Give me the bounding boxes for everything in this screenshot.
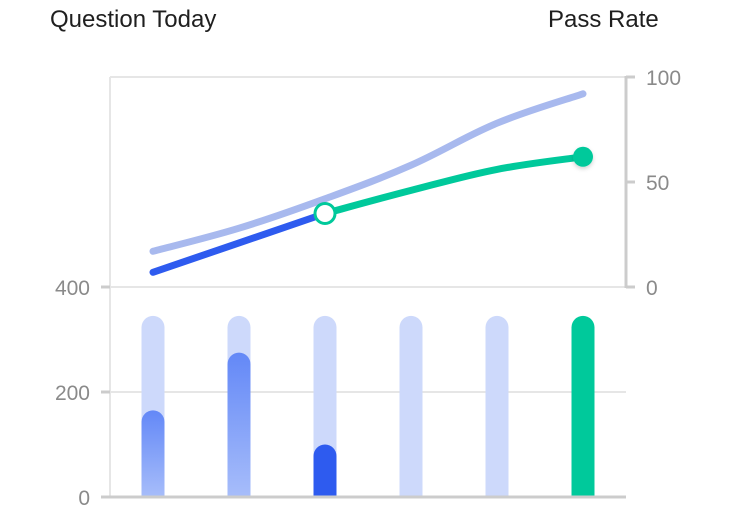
bar-track [485,315,509,497]
bar [141,410,165,497]
series-line-dark [149,210,329,276]
left-tick-label: 0 [78,487,90,510]
bar [571,315,595,497]
data-point-filled [573,146,593,167]
data-point-hollow [313,202,337,225]
right-tick-label: 50 [646,172,669,195]
left-tick-label: 200 [55,382,90,405]
left-tick-label: 400 [55,277,90,300]
bar [313,444,337,497]
right-tick-label: 0 [646,277,658,300]
series-line-light [149,90,587,255]
question-today-title: Question Today [50,6,217,33]
series-line-green [321,153,587,217]
pass-rate-title: Pass Rate [548,6,659,33]
right-tick-label: 100 [646,67,681,90]
bar-track [399,315,423,497]
bar [227,352,251,497]
